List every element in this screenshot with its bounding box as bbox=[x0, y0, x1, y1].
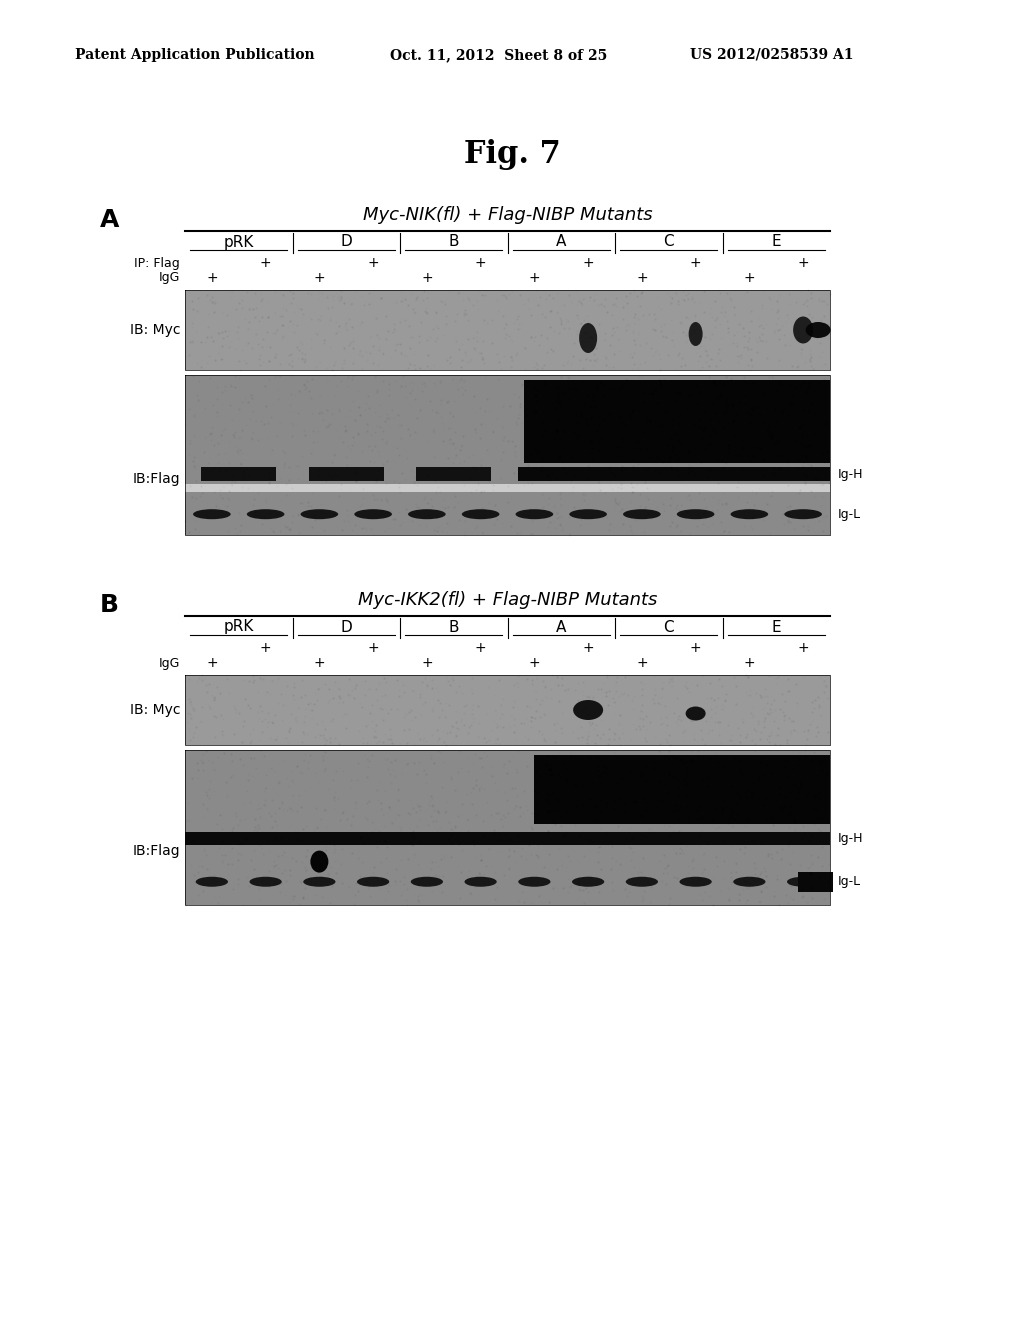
Bar bbox=[185, 375, 830, 535]
Ellipse shape bbox=[357, 876, 389, 887]
Text: +: + bbox=[743, 656, 755, 671]
Bar bbox=[185, 290, 830, 370]
Ellipse shape bbox=[730, 510, 768, 519]
Text: Ig-L: Ig-L bbox=[838, 508, 861, 520]
Text: +: + bbox=[206, 271, 218, 285]
Text: +: + bbox=[798, 256, 809, 271]
Bar bbox=[185, 675, 830, 744]
Text: C: C bbox=[664, 619, 674, 635]
Ellipse shape bbox=[194, 510, 230, 519]
Ellipse shape bbox=[626, 876, 658, 887]
Text: +: + bbox=[583, 256, 594, 271]
Text: Oct. 11, 2012  Sheet 8 of 25: Oct. 11, 2012 Sheet 8 of 25 bbox=[390, 48, 607, 62]
Ellipse shape bbox=[303, 876, 336, 887]
Ellipse shape bbox=[573, 700, 603, 719]
Text: IgG: IgG bbox=[159, 272, 180, 285]
Text: A: A bbox=[556, 235, 566, 249]
Bar bbox=[416, 467, 492, 482]
Text: A: A bbox=[556, 619, 566, 635]
Ellipse shape bbox=[354, 510, 392, 519]
Text: +: + bbox=[636, 271, 648, 285]
Text: +: + bbox=[368, 256, 379, 271]
Text: E: E bbox=[771, 619, 781, 635]
Text: +: + bbox=[690, 256, 701, 271]
Bar bbox=[185, 832, 830, 845]
Text: D: D bbox=[340, 235, 352, 249]
Ellipse shape bbox=[784, 510, 822, 519]
Text: +: + bbox=[206, 656, 218, 671]
Bar bbox=[798, 871, 834, 892]
Text: C: C bbox=[664, 235, 674, 249]
Text: pRK: pRK bbox=[223, 235, 254, 249]
Text: Ig-H: Ig-H bbox=[838, 832, 863, 845]
Ellipse shape bbox=[787, 876, 819, 887]
Bar bbox=[535, 755, 830, 825]
Text: +: + bbox=[475, 642, 486, 655]
Text: +: + bbox=[743, 271, 755, 285]
Text: +: + bbox=[421, 271, 433, 285]
Ellipse shape bbox=[310, 850, 329, 873]
Bar bbox=[201, 467, 276, 482]
Bar bbox=[518, 467, 830, 482]
Text: IB: Myc: IB: Myc bbox=[129, 323, 180, 337]
Ellipse shape bbox=[623, 510, 660, 519]
Text: IgG: IgG bbox=[159, 656, 180, 669]
Text: pRK: pRK bbox=[223, 619, 254, 635]
Ellipse shape bbox=[677, 510, 715, 519]
Ellipse shape bbox=[794, 317, 813, 343]
Text: E: E bbox=[771, 235, 781, 249]
Ellipse shape bbox=[569, 510, 607, 519]
Text: B: B bbox=[449, 235, 459, 249]
Text: IB:Flag: IB:Flag bbox=[132, 473, 180, 486]
Ellipse shape bbox=[250, 876, 282, 887]
Ellipse shape bbox=[733, 876, 766, 887]
Text: US 2012/0258539 A1: US 2012/0258539 A1 bbox=[690, 48, 853, 62]
Text: +: + bbox=[421, 656, 433, 671]
Ellipse shape bbox=[680, 876, 712, 887]
Text: Fig. 7: Fig. 7 bbox=[464, 140, 560, 170]
Text: +: + bbox=[260, 642, 271, 655]
Text: Ig-H: Ig-H bbox=[838, 467, 863, 480]
Text: Myc-NIK(fl) + Flag-NIBP Mutants: Myc-NIK(fl) + Flag-NIBP Mutants bbox=[362, 206, 652, 224]
Text: +: + bbox=[798, 642, 809, 655]
Ellipse shape bbox=[462, 510, 500, 519]
Text: B: B bbox=[100, 593, 119, 616]
Ellipse shape bbox=[806, 322, 830, 338]
Text: +: + bbox=[528, 271, 541, 285]
Ellipse shape bbox=[247, 510, 285, 519]
Ellipse shape bbox=[572, 876, 604, 887]
Text: +: + bbox=[636, 656, 648, 671]
Text: +: + bbox=[475, 256, 486, 271]
Ellipse shape bbox=[411, 876, 443, 887]
Bar bbox=[524, 380, 830, 463]
Text: +: + bbox=[313, 271, 326, 285]
Text: +: + bbox=[313, 656, 326, 671]
Text: Patent Application Publication: Patent Application Publication bbox=[75, 48, 314, 62]
Text: Myc-IKK2(fl) + Flag-NIBP Mutants: Myc-IKK2(fl) + Flag-NIBP Mutants bbox=[357, 591, 657, 609]
Text: +: + bbox=[528, 656, 541, 671]
Bar bbox=[308, 467, 384, 482]
Text: IP: Flag: IP: Flag bbox=[134, 256, 180, 269]
Ellipse shape bbox=[580, 323, 597, 352]
Bar bbox=[185, 484, 830, 492]
Text: Ig-L: Ig-L bbox=[838, 875, 861, 888]
Text: +: + bbox=[583, 642, 594, 655]
Ellipse shape bbox=[465, 876, 497, 887]
Ellipse shape bbox=[515, 510, 553, 519]
Text: B: B bbox=[449, 619, 459, 635]
Bar bbox=[185, 750, 830, 906]
Ellipse shape bbox=[518, 876, 551, 887]
Ellipse shape bbox=[688, 322, 702, 346]
Ellipse shape bbox=[408, 510, 445, 519]
Text: IB:Flag: IB:Flag bbox=[132, 843, 180, 858]
Ellipse shape bbox=[686, 706, 706, 721]
Text: A: A bbox=[100, 209, 120, 232]
Ellipse shape bbox=[301, 510, 338, 519]
Text: +: + bbox=[368, 642, 379, 655]
Text: IB: Myc: IB: Myc bbox=[129, 704, 180, 717]
Text: D: D bbox=[340, 619, 352, 635]
Ellipse shape bbox=[196, 876, 228, 887]
Text: +: + bbox=[260, 256, 271, 271]
Text: +: + bbox=[690, 642, 701, 655]
